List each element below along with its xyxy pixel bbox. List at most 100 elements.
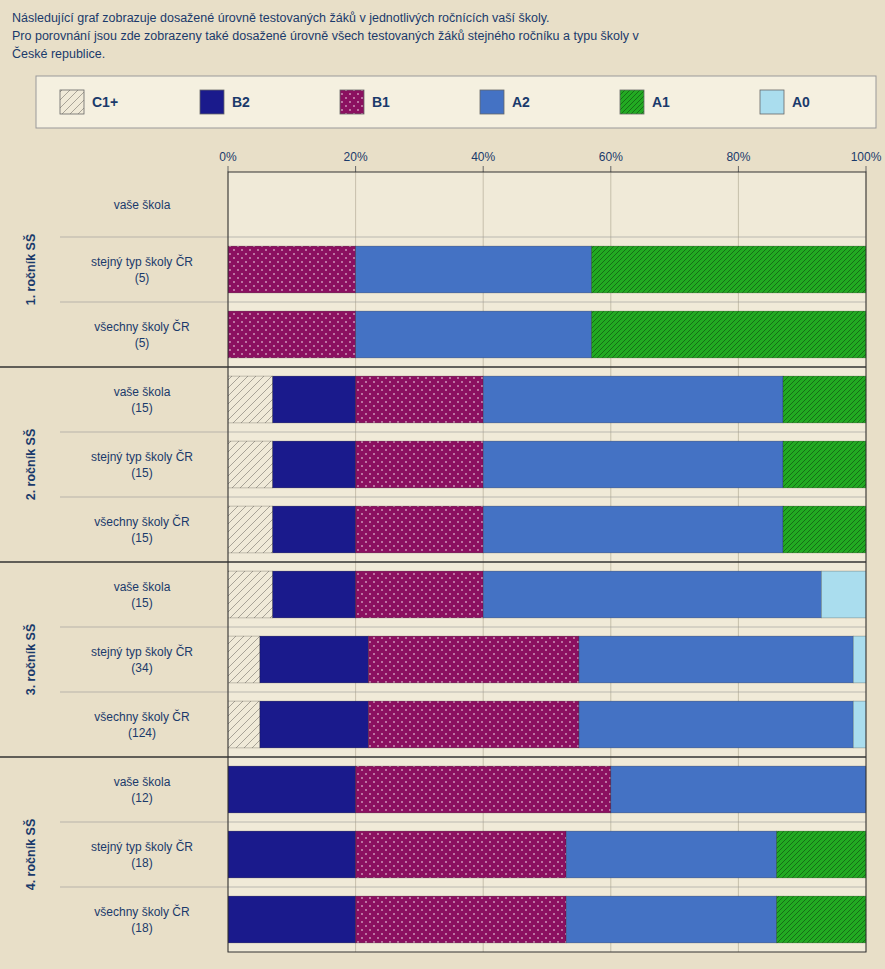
category-label: všechny školy ČR(18): [94, 904, 190, 935]
tick-label: 40%: [471, 150, 495, 164]
row-separator: [60, 237, 866, 238]
legend-swatch: [760, 90, 784, 114]
legend-box: [36, 76, 876, 128]
bar-segment: [783, 376, 866, 423]
legend-label: B2: [232, 94, 250, 110]
bar-segment: [273, 506, 356, 553]
legend-swatch: [620, 90, 644, 114]
bar-segment: [228, 766, 356, 813]
tick-mark: [738, 166, 739, 172]
bar-segment: [611, 766, 866, 813]
bar-segment: [228, 311, 356, 358]
group-label: 4. ročník SŠ: [23, 819, 38, 891]
bar-segment: [228, 506, 273, 553]
group-separator: [0, 561, 866, 563]
legend-label: A0: [792, 94, 810, 110]
bar-segment: [356, 441, 484, 488]
category-label: vaše škola: [114, 198, 171, 212]
category-label: stejný typ školy ČR(5): [91, 254, 193, 285]
legend: C1+B2B1A2A1A0: [36, 76, 876, 128]
bars: [228, 246, 866, 943]
bar-segment: [821, 571, 866, 618]
bar-segment: [356, 571, 484, 618]
legend-label: A2: [512, 94, 530, 110]
legend-label: B1: [372, 94, 390, 110]
tick-label: 100%: [851, 150, 882, 164]
group-separator: [0, 756, 866, 758]
tick-mark: [228, 166, 229, 172]
bar-segment: [579, 636, 853, 683]
row-separator: [60, 822, 866, 823]
bar-segment: [483, 506, 783, 553]
x-axis: 0% 20% 40% 60% 80% 100%: [219, 150, 881, 952]
bar-segment: [579, 701, 853, 748]
bar-segment: [356, 311, 592, 358]
category-label: všechny školy ČR(124): [94, 709, 190, 740]
bar-segment: [368, 636, 579, 683]
category-label: vaše škola(12): [114, 775, 171, 805]
row-separator: [60, 627, 866, 628]
group-labels: 1. ročník SŠ 2. ročník SŠ 3. ročník SŠ 4. r…: [23, 234, 38, 891]
tick-label: 60%: [599, 150, 623, 164]
tick-mark: [355, 166, 356, 172]
tick-label: 0%: [219, 150, 237, 164]
legend-swatch: [340, 90, 364, 114]
group-label: 1. ročník SŠ: [23, 234, 38, 306]
bar-segment: [566, 896, 777, 943]
category-label: všechny školy ČR(15): [94, 514, 190, 545]
title: Následující graf zobrazuje dosažené úrov…: [12, 11, 640, 61]
chart: Následující graf zobrazuje dosažené úrov…: [0, 0, 885, 969]
bar-segment: [777, 831, 866, 878]
legend-swatch: [60, 90, 84, 114]
bar-segment: [260, 636, 368, 683]
bar-segment: [228, 246, 356, 293]
bar-segment: [356, 831, 567, 878]
bar-segment: [483, 376, 783, 423]
tick-label: 80%: [726, 150, 750, 164]
background: [0, 0, 885, 969]
legend-label: C1+: [92, 94, 118, 110]
bar-segment: [592, 246, 866, 293]
bar-segment: [783, 441, 866, 488]
group-label: 3. ročník SŠ: [23, 624, 38, 696]
bar-segment: [273, 441, 356, 488]
category-label: vaše škola(15): [114, 580, 171, 610]
tick-mark: [610, 166, 611, 172]
bar-segment: [356, 246, 592, 293]
bar-segment: [853, 701, 866, 748]
plot-frame: [228, 172, 866, 952]
row-separator: [60, 432, 866, 433]
row-separator: [60, 692, 866, 693]
bar-segment: [566, 831, 777, 878]
bar-segment: [228, 636, 260, 683]
bar-segment: [368, 701, 579, 748]
bar-segment: [783, 506, 866, 553]
bar-segment: [777, 896, 866, 943]
legend-swatch: [200, 90, 224, 114]
category-label: stejný typ školy ČR(34): [91, 644, 193, 675]
bar-segment: [228, 896, 356, 943]
bar-segment: [356, 766, 611, 813]
tick-label: 20%: [344, 150, 368, 164]
category-label: vaše škola(15): [114, 385, 171, 415]
bar-segment: [853, 636, 866, 683]
bar-segment: [228, 376, 273, 423]
category-label: stejný typ školy ČR(18): [91, 839, 193, 870]
bar-segment: [260, 701, 368, 748]
group-label: 2. ročník SŠ: [23, 429, 38, 501]
row-separator: [60, 497, 866, 498]
bar-segment: [228, 831, 356, 878]
tick-mark: [483, 166, 484, 172]
bar-segment: [228, 701, 260, 748]
group-separator: [0, 366, 866, 368]
category-labels: vaše škola stejný typ školy ČR(5) všechny …: [91, 198, 193, 935]
bar-segment: [483, 441, 783, 488]
bar-segment: [356, 896, 567, 943]
bar-segment: [273, 571, 356, 618]
bar-segment: [483, 571, 821, 618]
separators: [0, 237, 866, 887]
tick-mark: [866, 166, 867, 172]
row-separator: [60, 887, 866, 888]
bar-segment: [273, 376, 356, 423]
legend-swatch: [480, 90, 504, 114]
